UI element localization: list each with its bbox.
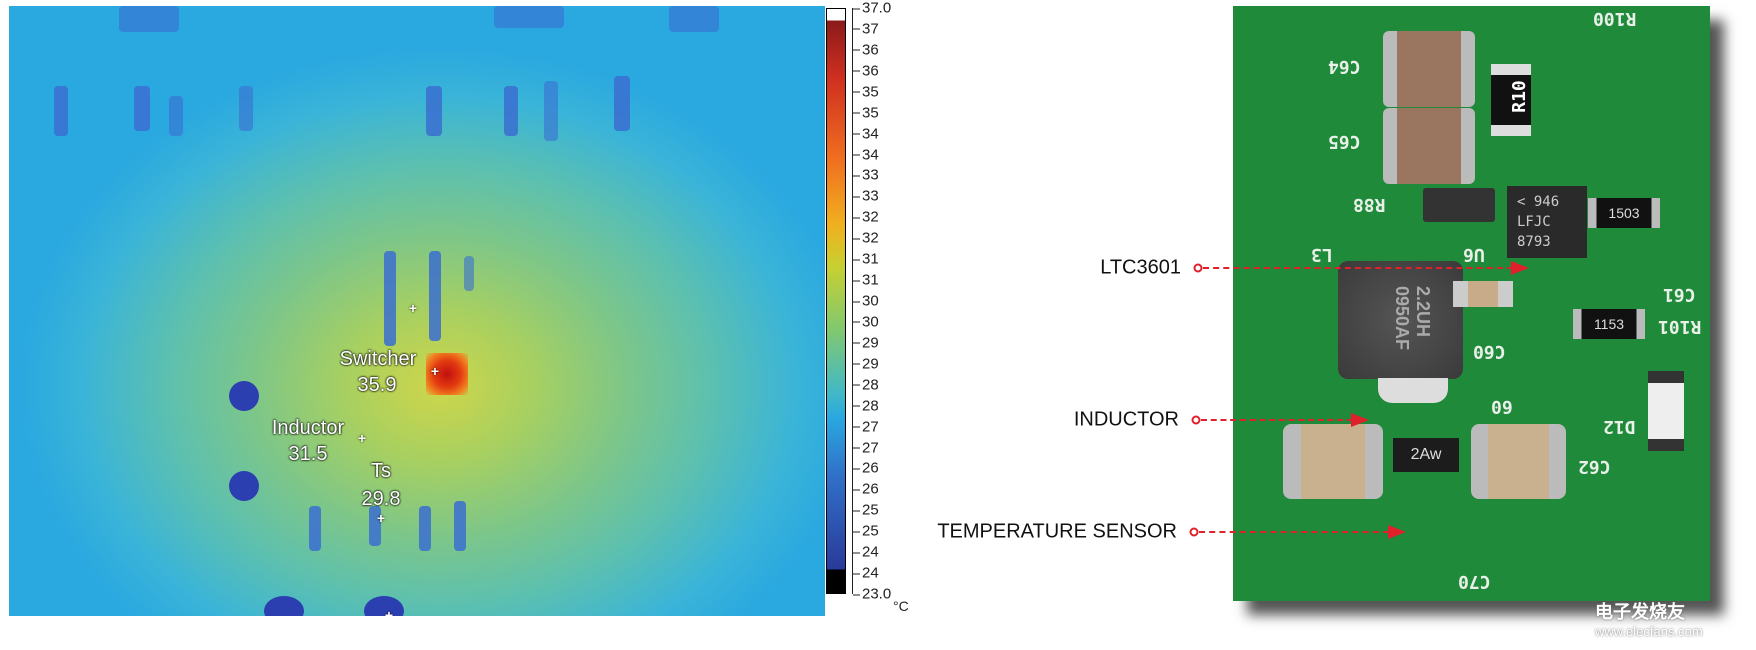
- watermark-url: www.elecfans.com: [1595, 624, 1703, 639]
- colorbar-tick: 37: [853, 21, 879, 36]
- resistor-1503: 1503: [1588, 198, 1660, 228]
- resistor-r10: [1491, 64, 1531, 136]
- callout-dot: [1191, 415, 1201, 425]
- crosshair-icon: +: [384, 607, 394, 616]
- arrowhead-icon: [1351, 413, 1369, 427]
- arrowhead-icon: [1511, 261, 1529, 275]
- spot-value-switcher: 35.9: [357, 374, 397, 396]
- callout-ltc3601: LTC3601: [1100, 256, 1181, 279]
- callout-leader: [1201, 419, 1353, 421]
- colorbar-tick: 29: [853, 335, 879, 350]
- callout-dot: [1189, 527, 1199, 537]
- colorbar-tick: 31: [853, 252, 879, 267]
- colorbar-tick: 29: [853, 356, 879, 371]
- colorbar-ticks: 37.0 37 36 36 35 35 34 34 33 33 32 32 31 31 30 30 29 29 28…: [852, 1, 912, 602]
- colorbar-tick: 34: [853, 147, 879, 162]
- colorbar-tick: 30: [853, 294, 879, 309]
- capacitor-c60: [1453, 281, 1513, 307]
- diode-d12: [1648, 371, 1684, 451]
- crosshair-icon: +: [376, 510, 386, 526]
- callout-inductor: INDUCTOR: [1073, 408, 1179, 431]
- temperature-sensor: 2Aw: [1393, 438, 1459, 472]
- colorbar-tick: 35: [853, 105, 879, 120]
- capacitor-c64: [1383, 31, 1475, 107]
- ic-ltc3601: < 946 LFJC 8793: [1507, 186, 1587, 258]
- colorbar-tick: 33: [853, 189, 879, 204]
- colorbar: [826, 8, 846, 594]
- capacitor-c65: [1383, 108, 1475, 184]
- colorbar-tick: 31: [853, 273, 879, 288]
- capacitor-c62: [1471, 424, 1566, 499]
- colorbar-tick: 28: [853, 377, 879, 392]
- colorbar-tick: 32: [853, 210, 879, 225]
- capacitor-c63: [1283, 424, 1383, 499]
- colorbar-tick: 27: [853, 419, 879, 434]
- colorbar-tick: 36: [853, 63, 879, 78]
- colorbar-unit: °C: [893, 598, 909, 614]
- colorbar-tick: 32: [853, 231, 879, 246]
- spot-value-inductor: 31.5: [288, 443, 328, 465]
- callout-temperature-sensor: TEMPERATURE SENSOR: [937, 520, 1177, 543]
- colorbar-tick: 23.0: [853, 587, 891, 602]
- colorbar-tick: 30: [853, 314, 879, 329]
- thermal-image: Switcher 35.9 Inductor 31.5 Ts 29.8 + + …: [9, 6, 825, 616]
- colorbar-tick: 37.0: [853, 1, 891, 16]
- callout-leader: [1203, 267, 1513, 269]
- colorbar-tick: 26: [853, 461, 879, 476]
- spot-name-switcher: Switcher: [339, 348, 417, 370]
- inductor-pad: [1378, 378, 1448, 403]
- crosshair-icon: +: [408, 300, 418, 316]
- crosshair-icon: +: [357, 430, 367, 446]
- colorbar-tick: 24: [853, 545, 879, 560]
- resistor-r88: [1423, 188, 1495, 222]
- colorbar-tick: 34: [853, 126, 879, 141]
- colorbar-tick: 24: [853, 566, 879, 581]
- pcb-photo: < 946 LFJC 8793 1503 1153 2.2UH 0950AF 2…: [1233, 6, 1710, 601]
- spot-name-inductor: Inductor: [271, 417, 345, 439]
- watermark-cn: 电子发烧友: [1595, 602, 1685, 622]
- colorbar-tick: 28: [853, 398, 879, 413]
- colorbar-tick: 35: [853, 84, 879, 99]
- colorbar-tick: 26: [853, 482, 879, 497]
- colorbar-tick: 33: [853, 168, 879, 183]
- hotspot-switcher: [426, 353, 468, 395]
- callout-leader: [1199, 531, 1389, 533]
- callout-dot: [1193, 263, 1203, 273]
- colorbar-tick: 36: [853, 42, 879, 57]
- arrowhead-icon: [1388, 525, 1406, 539]
- colorbar-tick: 25: [853, 524, 879, 539]
- resistor-1153: 1153: [1573, 309, 1645, 339]
- colorbar-tick: 25: [853, 503, 879, 518]
- spot-name-ts: Ts: [371, 460, 391, 482]
- colorbar-tick: 27: [853, 440, 879, 455]
- watermark-logo: 电子发烧友 www.elecfans.com: [1595, 598, 1703, 639]
- crosshair-icon: +: [430, 363, 440, 379]
- inductor: 2.2UH 0950AF: [1338, 261, 1463, 379]
- spot-value-ts: 29.8: [361, 488, 401, 510]
